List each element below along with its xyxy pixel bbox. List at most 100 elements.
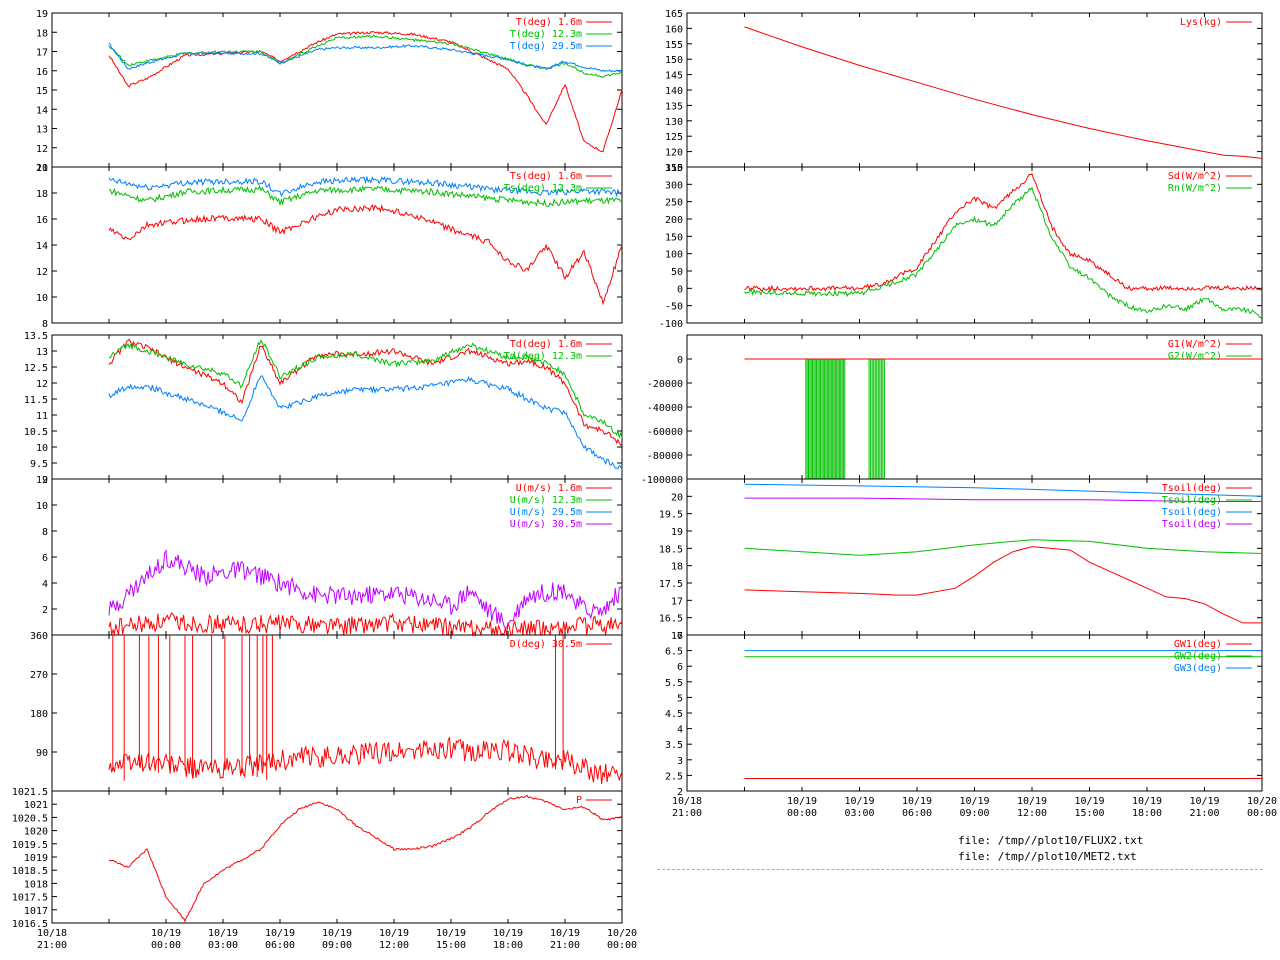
y-tick-label: 300 — [665, 180, 683, 191]
y-tick-label: 14 — [36, 105, 48, 116]
y-tick-label: 16 — [671, 631, 683, 642]
y-tick-label: 18 — [671, 562, 683, 573]
y-tick-label: 19 — [671, 527, 683, 538]
plot-frame — [51, 790, 623, 924]
y-tick-label: 11 — [36, 411, 48, 422]
y-tick-label: 6 — [42, 553, 48, 564]
x-tick-label: 10/19 — [1189, 796, 1219, 807]
x-tick-label: 12:00 — [379, 940, 409, 951]
y-tick-label: 130 — [665, 117, 683, 128]
y-tick-label: 180 — [30, 709, 48, 720]
y-tick-label: 1020.5 — [12, 813, 48, 824]
y-tick-label: 0 — [677, 355, 683, 366]
y-tick-label: 120 — [665, 148, 683, 159]
y-tick-label: 12 — [36, 379, 48, 390]
x-tick-label: 06:00 — [902, 808, 932, 819]
x-tick-label: 21:00 — [550, 940, 580, 951]
legend-label: D(deg) 30.5m — [510, 639, 582, 650]
x-tick-label: 10/19 — [436, 928, 466, 939]
y-tick-label: 5.5 — [665, 678, 683, 689]
series-line — [744, 186, 1263, 319]
x-tick-label: 21:00 — [37, 940, 67, 951]
x-tick-label: 09:00 — [959, 808, 989, 819]
y-tick-label: 8 — [42, 527, 48, 538]
y-tick-label: 250 — [665, 198, 683, 209]
y-tick-label: 17 — [671, 596, 683, 607]
y-tick-label: 16 — [36, 215, 48, 226]
legend-label: P — [576, 795, 582, 806]
y-tick-label: -80000 — [647, 451, 683, 462]
legend-label: T(deg) 29.5m — [510, 41, 582, 52]
y-tick-label: 18 — [36, 189, 48, 200]
x-tick-label: 15:00 — [436, 940, 466, 951]
x-tick-label: 10/18 — [672, 796, 702, 807]
series-line — [108, 175, 623, 198]
x-tick-label: 10/19 — [1074, 796, 1104, 807]
x-tick-label: 10/19 — [902, 796, 932, 807]
y-tick-label: 10.5 — [24, 427, 48, 438]
x-tick-label: 03:00 — [844, 808, 874, 819]
y-tick-label: 160 — [665, 24, 683, 35]
y-tick-label: 1017 — [24, 906, 48, 917]
series-line — [744, 26, 1263, 159]
y-tick-label: 2 — [42, 605, 48, 616]
legend-label: Td(deg) 1.6m — [510, 339, 582, 350]
x-tick-label: 10/19 — [959, 796, 989, 807]
x-tick-label: 10/19 — [265, 928, 295, 939]
y-tick-label: -100000 — [641, 475, 683, 486]
legend-label: U(m/s) 29.5m — [510, 507, 582, 518]
series-line — [108, 612, 623, 637]
series-line — [108, 375, 623, 470]
legend-label: GW2(deg) — [1174, 651, 1222, 662]
legend-label: Sd(W/m^2) — [1168, 171, 1222, 182]
legend-label: U(m/s) 1.6m — [516, 483, 582, 494]
y-tick-label: 3.5 — [665, 740, 683, 751]
footer-file-flux: file: /tmp//plot10/FLUX2.txt — [958, 834, 1144, 847]
y-tick-label: 3 — [677, 756, 683, 767]
x-tick-label: 10/19 — [322, 928, 352, 939]
y-tick-label: -20000 — [647, 379, 683, 390]
x-tick-label: 15:00 — [1074, 808, 1104, 819]
y-tick-label: 19 — [36, 9, 48, 20]
y-tick-label: 9 — [42, 475, 48, 486]
y-tick-label: -40000 — [647, 403, 683, 414]
y-tick-label: 12 — [36, 475, 48, 486]
y-tick-label: 115 — [665, 163, 683, 174]
legend-label: Ts(deg) 12.3m — [504, 183, 582, 194]
y-tick-label: 10 — [36, 443, 48, 454]
x-tick-label: 00:00 — [787, 808, 817, 819]
series-line — [109, 184, 623, 207]
footer-separator — [657, 869, 1263, 870]
y-tick-label: 9.5 — [30, 459, 48, 470]
x-tick-label: 03:00 — [208, 940, 238, 951]
y-tick-label: 90 — [36, 748, 48, 759]
y-tick-label: 50 — [671, 267, 683, 278]
y-tick-label: 13.5 — [24, 331, 48, 342]
legend-label: U(m/s) 30.5m — [510, 519, 582, 530]
y-tick-label: 140 — [665, 86, 683, 97]
legend-label: GW3(deg) — [1174, 663, 1222, 674]
x-tick-label: 00:00 — [151, 940, 181, 951]
y-tick-label: 4.5 — [665, 709, 683, 720]
legend-label: Tsoil(deg) — [1162, 519, 1222, 530]
y-tick-label: 4 — [677, 725, 683, 736]
y-tick-label: 125 — [665, 132, 683, 143]
x-tick-label: 21:00 — [672, 808, 702, 819]
y-tick-label: 11 — [36, 163, 48, 174]
y-tick-label: 14 — [36, 241, 48, 252]
y-tick-label: 150 — [665, 55, 683, 66]
legend-label: G2(W/m^2) — [1168, 351, 1222, 362]
legend-label: Ts(deg) 1.6m — [510, 171, 582, 182]
legend-label: T(deg) 1.6m — [516, 17, 582, 28]
legend-label: Tsoil(deg) — [1162, 483, 1222, 494]
y-tick-label: 0 — [677, 284, 683, 295]
x-tick-label: 21:00 — [1189, 808, 1219, 819]
x-tick-label: 10/19 — [1132, 796, 1162, 807]
series-line — [108, 794, 623, 923]
y-tick-label: 12.5 — [24, 363, 48, 374]
y-tick-label: 10 — [36, 293, 48, 304]
x-tick-label: 10/19 — [1017, 796, 1047, 807]
y-tick-label: -100 — [659, 319, 683, 330]
y-tick-label: 11.5 — [24, 395, 48, 406]
